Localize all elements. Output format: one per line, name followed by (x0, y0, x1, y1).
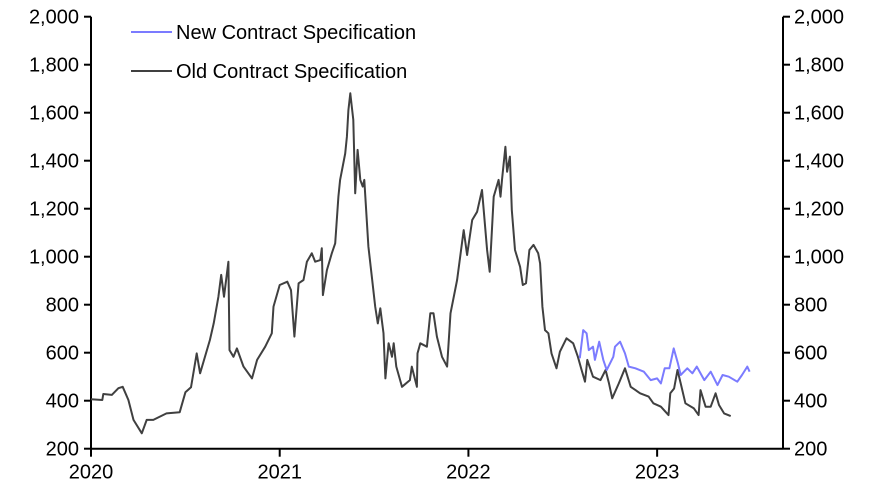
left-y-tick-label: 1,200 (29, 199, 79, 221)
legend: New Contract Specification Old Contract … (131, 22, 416, 83)
right-y-tick-label: 200 (794, 439, 827, 461)
right-y-tick-label: 800 (794, 295, 827, 317)
right-y-tick-label: 400 (794, 391, 827, 413)
left-y-tick-label: 600 (46, 343, 79, 365)
left-y-tick-label: 800 (46, 295, 79, 317)
right-y-tick-label: 2,000 (794, 7, 844, 29)
left-y-tick-label: 1,400 (29, 151, 79, 173)
right-y-tick-label: 1,600 (794, 103, 844, 125)
series-line-old-contract (90, 92, 732, 435)
left-y-tick-label: 1,600 (29, 103, 79, 125)
series-lines (90, 92, 751, 435)
right-y-tick-label: 600 (794, 343, 827, 365)
axes: 200 200 400 400 600 600 800 800 1,000 1,000 1,200 1… (29, 7, 844, 484)
right-y-tick-label: 1,000 (794, 247, 844, 269)
right-y-tick-label: 1,200 (794, 199, 844, 221)
x-tick-label: 2020 (69, 462, 114, 484)
series-line-new-contract (578, 329, 751, 387)
x-tick-label: 2023 (635, 462, 680, 484)
right-y-tick-label: 1,400 (794, 151, 844, 173)
x-tick-label: 2021 (257, 462, 302, 484)
left-y-tick-label: 400 (46, 391, 79, 413)
left-y-tick-label: 1,000 (29, 247, 79, 269)
left-y-tick-label: 2,000 (29, 7, 79, 29)
legend-label-old: Old Contract Specification (176, 61, 407, 83)
left-y-tick-label: 200 (46, 439, 79, 461)
left-y-tick-label: 1,800 (29, 55, 79, 77)
legend-label-new: New Contract Specification (176, 22, 416, 44)
right-y-tick-label: 1,800 (794, 55, 844, 77)
x-tick-label: 2022 (446, 462, 491, 484)
